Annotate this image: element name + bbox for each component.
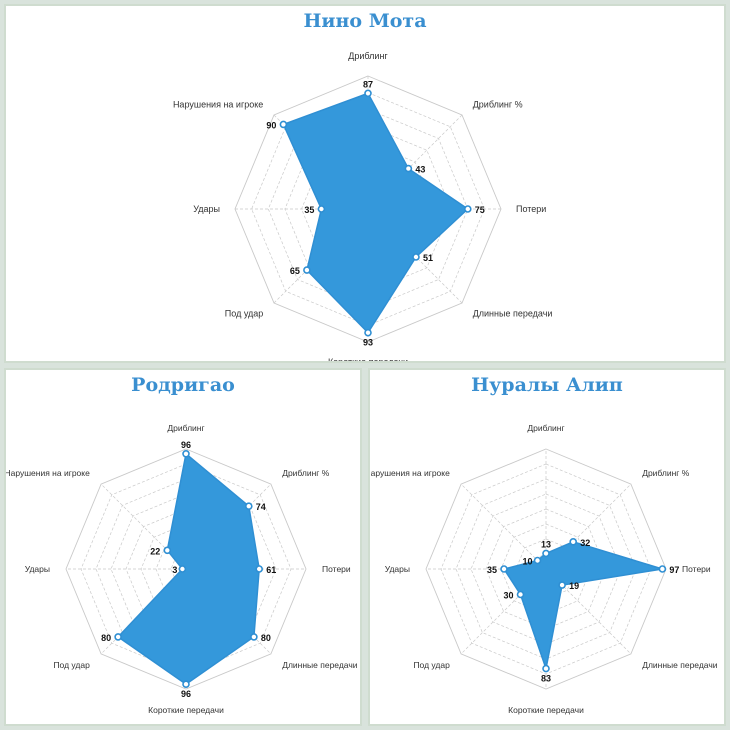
value-label: 97 [669,565,679,575]
value-label: 87 [363,79,373,89]
data-point [658,565,667,573]
value-label: 96 [181,440,191,450]
data-point [255,565,263,573]
data-point [364,328,372,337]
axis-label: Под удар [225,309,264,319]
data-point [542,664,550,673]
axis-label: Длинные передачи [642,660,718,670]
data-point [250,633,258,641]
value-label: 10 [522,557,532,567]
data-point [569,538,577,546]
chart-title: Нуралы Алип [471,374,623,396]
grid-ring [425,448,667,690]
axis-label: Длинные передачи [282,660,358,670]
value-label: 30 [503,591,513,601]
data-point [303,266,311,274]
data-point [279,120,288,129]
value-label: 32 [580,538,590,548]
value-label: 51 [423,253,433,263]
chart-title: Родригао [131,374,235,396]
radar-panel-nino-mota: Нино Мота 87 43 75 51 93 65 35 90 Дриблинг Дрибли… [4,4,726,363]
value-label: 35 [487,565,497,575]
data-point [412,253,420,261]
axis-label: Нарушения на игроке [370,468,450,478]
axis-label: Удары [193,204,220,214]
data-point [114,633,122,641]
axis-label: Дриблинг [527,423,564,433]
data-point [463,205,472,213]
axis-label: Дриблинг % [473,99,523,109]
value-label: 13 [541,539,551,549]
value-label: 3 [172,565,177,575]
value-label: 90 [266,120,276,130]
axis-label: Дриблинг [167,423,204,433]
value-label: 65 [290,266,300,276]
value-label: 43 [415,165,425,175]
value-label: 96 [181,689,191,699]
data-point [182,680,190,689]
value-label: 22 [150,546,160,556]
data-point [364,89,372,98]
axis-label: Дриблинг [348,51,388,61]
value-label: 83 [541,674,551,684]
data-point [500,565,508,573]
axis-label: Потери [516,204,546,214]
value-label: 75 [475,205,485,215]
value-label: 19 [569,581,579,591]
grid-ring [470,493,622,645]
axis-label: Короткие передачи [508,705,584,715]
value-label: 74 [256,502,266,512]
data-point [558,581,566,589]
axis-label: Короткие передачи [328,357,408,361]
axis-label: Потери [682,564,711,574]
data-point [245,502,253,510]
axis-label: Длинные передачи [473,309,553,319]
radar-chart-svg: 87 43 75 51 93 65 35 90 Дриблинг Дриблинг % Потери… [173,51,553,361]
axis-label: Короткие передачи [148,705,224,715]
axis-label: Потери [322,564,351,574]
grid-spoke [460,483,547,570]
value-label: 35 [304,205,314,215]
radar-panel-nuraly-alip: Нуралы Алип 13 32 97 19 83 30 35 10 Дриблинг Дриб… [368,368,726,726]
axis-label: Удары [25,564,50,574]
value-label: 80 [261,633,271,643]
axis-label: Дриблинг % [642,468,690,478]
value-label: 93 [363,338,373,348]
axis-label: Нарушения на игроке [6,468,90,478]
chart-title: Нино Мота [303,10,427,32]
axis-label: Под удар [53,660,90,670]
radar-panel-rodrigao: Родригао 96 74 61 80 96 80 3 22 Дриблинг Дриблинг… [4,368,362,726]
data-point [404,164,413,173]
grid-ring [65,448,307,690]
data-point [178,565,187,573]
axis-label: Дриблинг % [282,468,330,478]
axis-label: Удары [385,564,410,574]
value-label: 61 [266,565,276,575]
data-point [542,549,550,558]
data-point [516,590,525,599]
axis-label: Под удар [413,660,450,670]
grid-ring [485,508,607,630]
data-point [182,450,190,458]
data-point [163,546,172,555]
data-point [317,205,326,213]
radar-chart-svg: 13 32 97 19 83 30 35 10 Дриблинг Дриблинг % Потери… [370,423,718,715]
axis-label: Нарушения на игроке [173,99,263,109]
radar-chart-svg: 96 74 61 80 96 80 3 22 Дриблинг Дриблинг % Потери Д… [6,423,358,715]
value-label: 80 [101,633,111,643]
data-point [533,556,542,565]
